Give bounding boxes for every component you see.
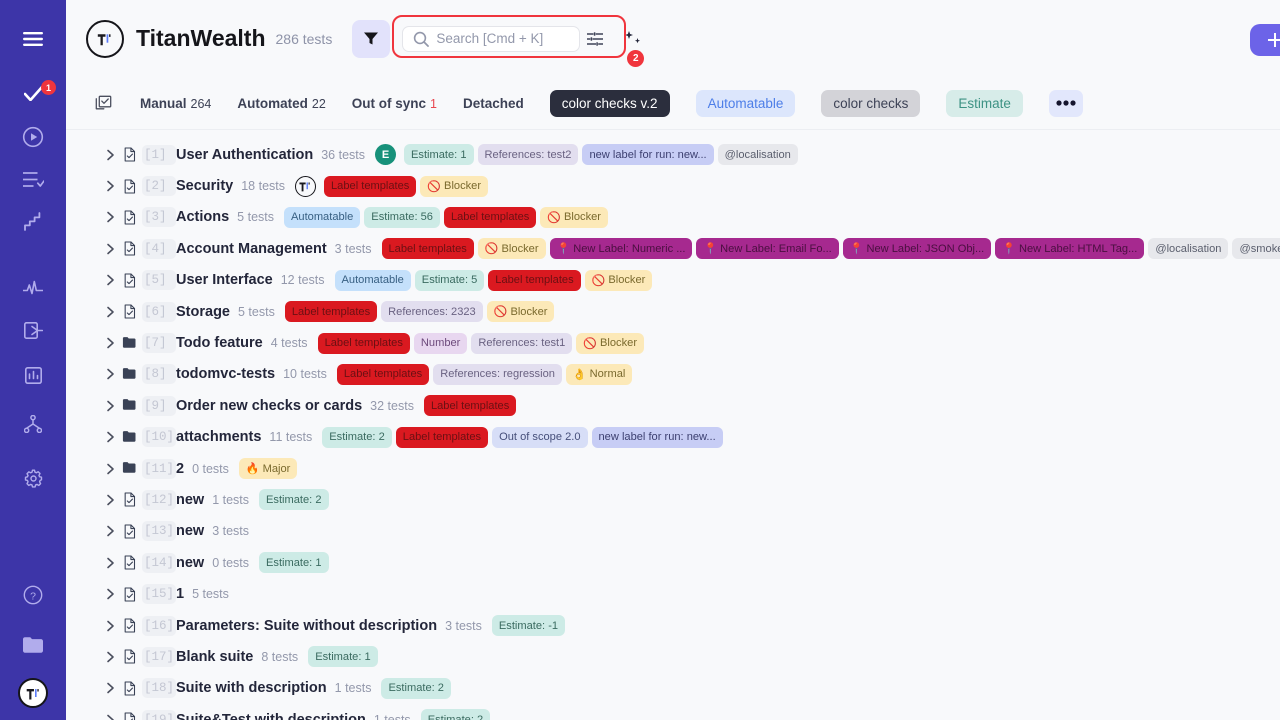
svg-text:?: ? xyxy=(30,590,36,602)
